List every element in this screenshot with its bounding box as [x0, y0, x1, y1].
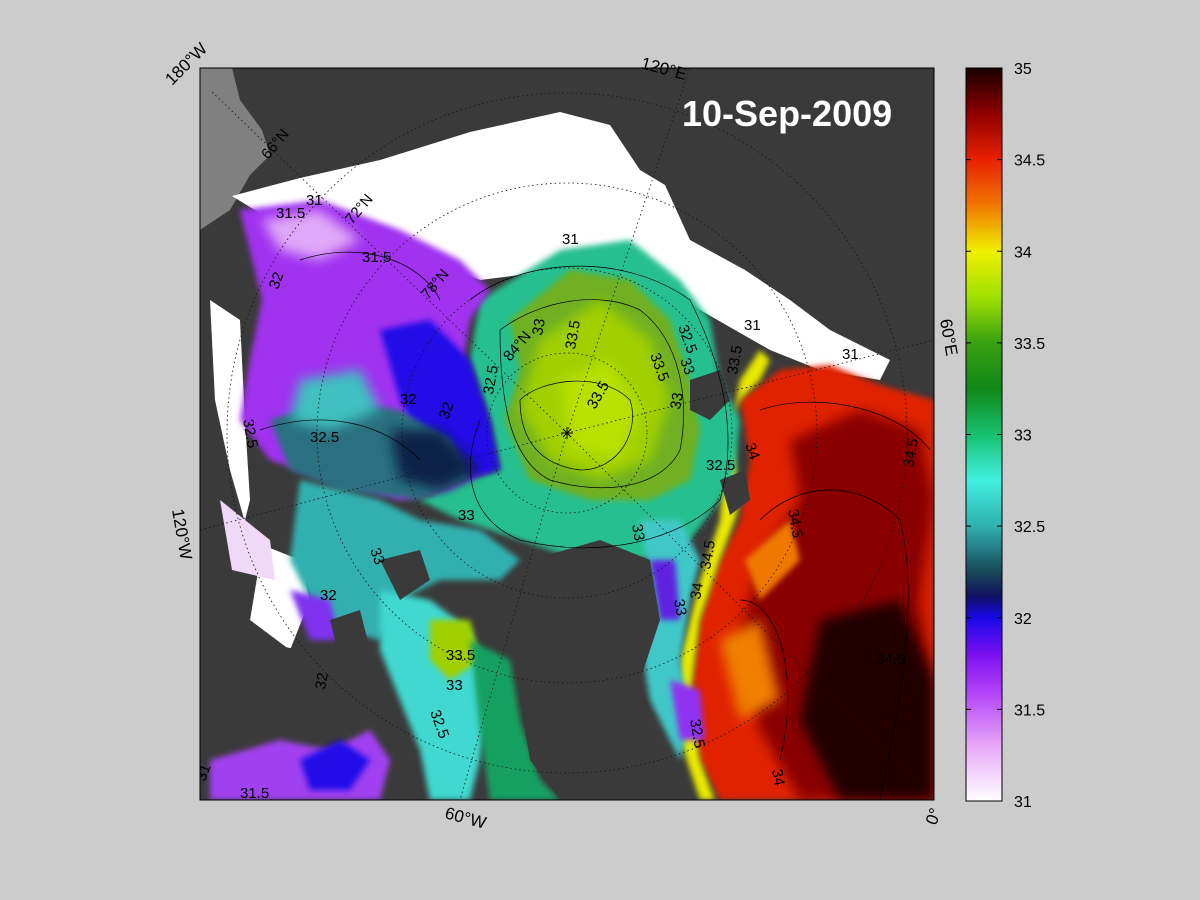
contour-label: 33.5 [446, 647, 475, 664]
contour-label: 33 [670, 598, 690, 617]
contour-label: 32.5 [480, 364, 502, 396]
sea-ice-region [210, 112, 890, 650]
contour-label: 32.5 [686, 718, 708, 750]
contour-label: 33 [676, 356, 698, 377]
date-title: 10-Sep-2009 [682, 93, 892, 134]
colorbar-tick-label: 32.5 [1014, 519, 1045, 536]
colorbar-tick-label: 31.5 [1014, 702, 1045, 719]
contour-label: 32 [266, 270, 288, 291]
colorbar-tick-label: 32 [1014, 611, 1032, 628]
contour-label: 33.5 [724, 344, 746, 376]
ocean-shelf-region [200, 68, 270, 230]
contour-label: 31 [842, 346, 859, 363]
contour-label: 34.5 [876, 651, 905, 668]
contour-label: 33 [446, 677, 463, 694]
island-land [690, 370, 730, 420]
contour-lines [259, 251, 931, 800]
contour-label: 34.5 [784, 508, 806, 540]
contour-label: 33 [628, 523, 648, 542]
contour-label: 32.5 [310, 429, 339, 446]
lon-120w-label: 120°W [168, 507, 196, 561]
colorbar-tick-label: 35 [1014, 61, 1032, 78]
colorbar-tick-label: 34.5 [1014, 153, 1045, 170]
island-land-5 [240, 640, 320, 720]
contour-label: 31.5 [276, 205, 305, 222]
contour-label: 31.5 [240, 785, 269, 802]
lon-60e-label: 60°E [936, 317, 961, 357]
contour-label: 31 [306, 192, 323, 209]
colorbar-ticks: 31 31.5 32 32.5 33 33.5 34 34.5 35 [966, 61, 1045, 811]
graticule [200, 68, 934, 800]
contour-label: 32 [320, 587, 337, 604]
colorbar-tick-label: 31 [1014, 794, 1032, 811]
contour-label-group: 31.5 31 31.5 32 31 32.5 33 33.5 33.5 33 … [200, 192, 922, 802]
lon-60w-label: 60°W [443, 804, 488, 833]
map-frame [199, 67, 935, 801]
contour-label: 32 [436, 400, 458, 421]
contour-label: 32.5 [706, 457, 735, 474]
colorbar-tick-label: 33.5 [1014, 336, 1045, 353]
contour-label: 33 [529, 317, 549, 336]
contour-label: 33 [458, 507, 475, 524]
contour-label: 34 [741, 441, 763, 462]
greenland-land [520, 540, 660, 800]
contour-label: 34 [687, 581, 707, 600]
atlantic-high-salinity-region [680, 350, 934, 800]
island-land-4 [330, 610, 370, 660]
lon-0-label: 0° [922, 806, 945, 828]
colorbar-bar [965, 67, 1003, 802]
central-basin-region [420, 240, 740, 560]
map-panel: 31.5 31 31.5 32 31 32.5 33 33.5 33.5 33 … [200, 68, 934, 802]
island-land-3 [380, 550, 430, 600]
contour-label: 34 [768, 768, 788, 787]
island-land-2 [720, 470, 750, 515]
contour-label: 34.5 [900, 437, 922, 469]
contour-label: 31.5 [362, 249, 391, 266]
contour-label: 33.5 [562, 319, 584, 351]
colorbar: 31 31.5 32 32.5 33 33.5 34 34.5 35 [965, 61, 1045, 811]
contour-label: 31 [744, 317, 761, 334]
contour-label: 32 [312, 671, 332, 690]
contour-label: 34.5 [697, 539, 719, 571]
contour-label: 31 [562, 231, 579, 248]
contour-label: 33 [667, 391, 687, 410]
contour-label: 32 [400, 391, 417, 408]
contour-label: 33 [366, 546, 388, 567]
north-pole-marker [561, 427, 573, 439]
colorbar-tick-label: 34 [1014, 244, 1032, 261]
beaufort-low-salinity-region [240, 200, 500, 500]
contour-label: 32.5 [239, 418, 261, 450]
colorbar-tick-label: 33 [1014, 428, 1032, 445]
